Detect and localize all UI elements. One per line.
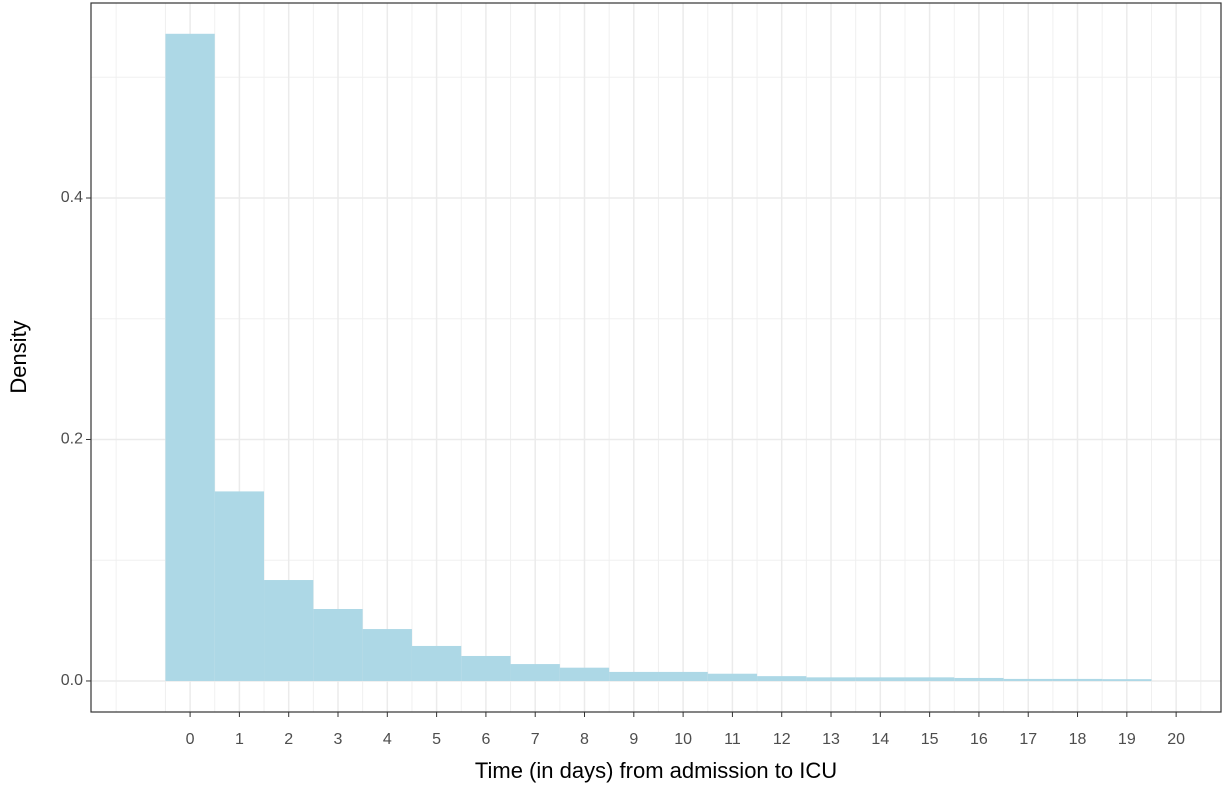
bar (510, 664, 560, 681)
x-tick-label: 4 (383, 731, 392, 748)
y-tick-label: 0.2 (61, 431, 83, 448)
bar (658, 671, 708, 681)
bar (1102, 679, 1152, 681)
bar (757, 676, 807, 681)
x-tick-label: 20 (1167, 731, 1185, 748)
x-tick-label: 7 (531, 731, 540, 748)
x-tick-label: 2 (284, 731, 293, 748)
x-tick-label: 3 (334, 731, 343, 748)
x-tick-label: 18 (1069, 731, 1087, 748)
y-tick-label: 0.4 (61, 189, 83, 206)
x-tick-label: 17 (1019, 731, 1037, 748)
x-tick-label: 12 (773, 731, 791, 748)
x-tick-label: 6 (481, 731, 490, 748)
bar (609, 671, 659, 681)
bar (707, 673, 758, 681)
x-tick-label: 11 (724, 731, 741, 748)
bar (264, 580, 314, 681)
bar (1052, 678, 1103, 681)
bar (313, 609, 363, 681)
y-tick-label: 0.0 (61, 672, 83, 689)
bar (461, 655, 511, 681)
x-tick-label: 16 (970, 731, 988, 748)
bar (855, 677, 905, 681)
bar (954, 677, 1004, 681)
plot-border (90, 2, 1222, 713)
bar (806, 677, 856, 681)
x-tick-label: 15 (921, 731, 939, 748)
bar (362, 629, 412, 681)
bar (904, 677, 955, 681)
x-tick-label: 0 (186, 731, 195, 748)
bar (1003, 678, 1053, 681)
y-axis-label: Density (6, 320, 31, 393)
x-tick-label: 14 (871, 731, 889, 748)
x-tick-label: 8 (580, 731, 589, 748)
x-tick-label: 5 (432, 731, 441, 748)
x-tick-label: 13 (822, 731, 840, 748)
bar (411, 645, 462, 681)
x-tick-label: 9 (629, 731, 638, 748)
x-tick-label: 19 (1118, 731, 1136, 748)
x-tick-label: 10 (674, 731, 692, 748)
x-tick-label: 1 (235, 731, 244, 748)
bar (165, 33, 215, 681)
bar (559, 667, 610, 681)
x-axis-label: Time (in days) from admission to ICU (475, 758, 837, 783)
bar (214, 491, 265, 681)
